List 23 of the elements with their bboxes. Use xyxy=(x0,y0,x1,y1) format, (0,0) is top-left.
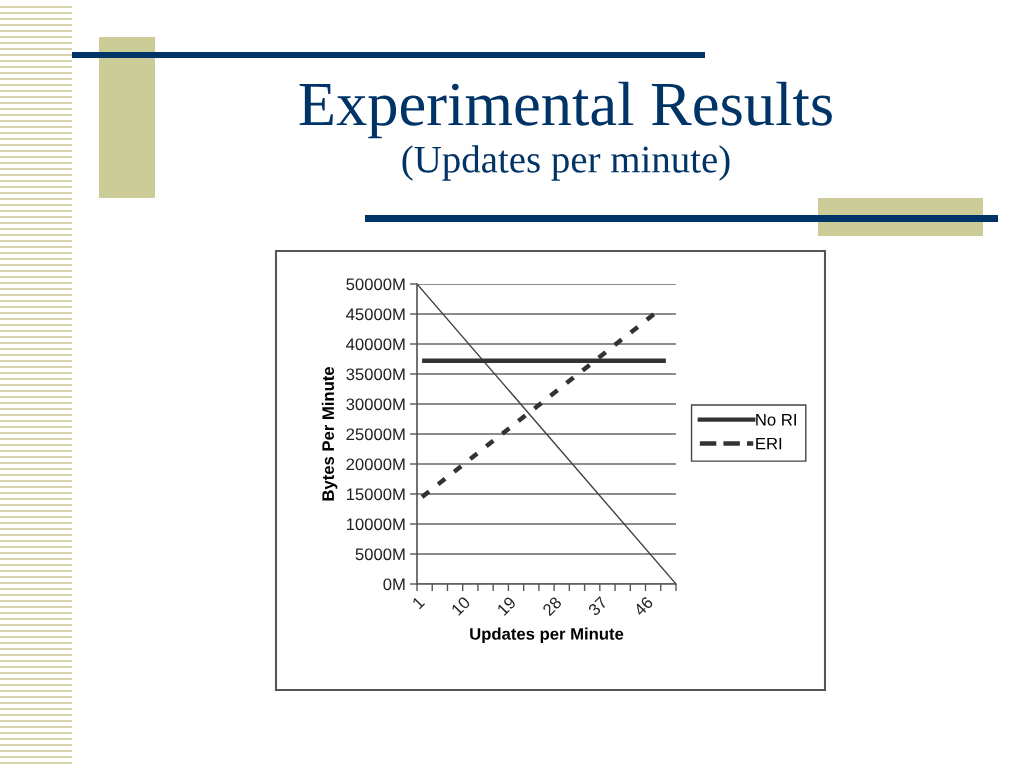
y-axis-title: Bytes Per Minute xyxy=(321,366,338,501)
x-tick-label: 46 xyxy=(633,595,654,617)
y-tick-label: 15000M xyxy=(346,488,405,501)
y-tick-label: 20000M xyxy=(346,458,405,471)
x-tick-label: 10 xyxy=(450,595,471,616)
legend-label: No RI xyxy=(756,414,796,426)
y-tick-label: 5000M xyxy=(355,548,405,561)
y-tick-label: 45000M xyxy=(346,308,405,321)
y-tick-label: 25000M xyxy=(346,428,405,441)
y-tick-label: 40000M xyxy=(346,338,405,351)
chart-title: Experimental Results xyxy=(299,81,832,139)
x-tick-label: 28 xyxy=(541,595,563,617)
x-tick-label: 37 xyxy=(587,596,608,617)
y-tick-label: 10000M xyxy=(346,518,405,531)
y-tick-label: 0M xyxy=(383,578,405,591)
x-tick-label: 19 xyxy=(496,595,517,616)
y-tick-label: 30000M xyxy=(346,398,405,411)
x-axis-title: Updates per Minute xyxy=(470,627,624,644)
x-tick-label: 1 xyxy=(411,596,425,610)
y-tick-label: 50000M xyxy=(346,278,405,291)
legend-label: ERI xyxy=(756,437,782,450)
chart-subtitle: (Updates per minute) xyxy=(402,145,730,181)
y-tick-label: 35000M xyxy=(346,368,405,381)
